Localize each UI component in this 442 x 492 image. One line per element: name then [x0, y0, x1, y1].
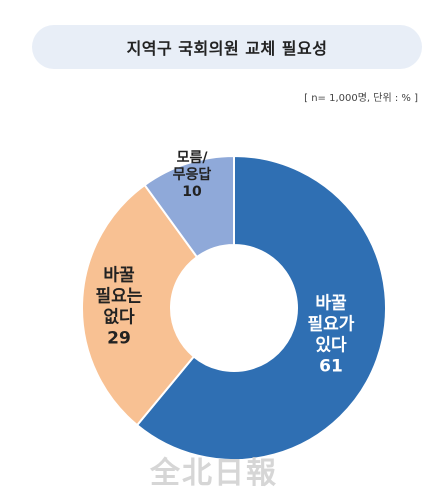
donut-slice: [143, 154, 235, 259]
slice-category-label: 필요가: [308, 315, 355, 335]
title-banner: 지역구 국회의원 교체 필요성: [32, 25, 422, 69]
sample-note: [ n= 1,000명, 단위 : % ]: [304, 93, 418, 104]
chart-title: 지역구 국회의원 교체 필요성: [126, 39, 328, 58]
slice-category-label: 무응답: [173, 166, 212, 183]
slice-category-label: 바꿀: [103, 266, 135, 286]
slice-category-label: 바꿀: [315, 294, 347, 314]
donut-slice: [135, 154, 387, 461]
slice-value-label: 10: [182, 184, 202, 200]
slice-value-label: 61: [319, 357, 343, 377]
newspaper-watermark-logo: 全北日報: [150, 456, 278, 491]
slice-label: 바꿀 필요는 없다 29: [96, 266, 143, 349]
slice-category-label: 필요는: [96, 287, 143, 307]
slice-value-label: 29: [107, 329, 131, 349]
donut-slice: [81, 183, 199, 427]
slice-category-label: 모름/: [177, 150, 209, 166]
slice-label: 모름/무응답 10: [173, 150, 212, 200]
slice-label: 바꿀 필요가 있다 61: [308, 294, 355, 377]
slice-category-label: 있다: [315, 336, 347, 356]
slice-category-label: 없다: [103, 308, 135, 328]
